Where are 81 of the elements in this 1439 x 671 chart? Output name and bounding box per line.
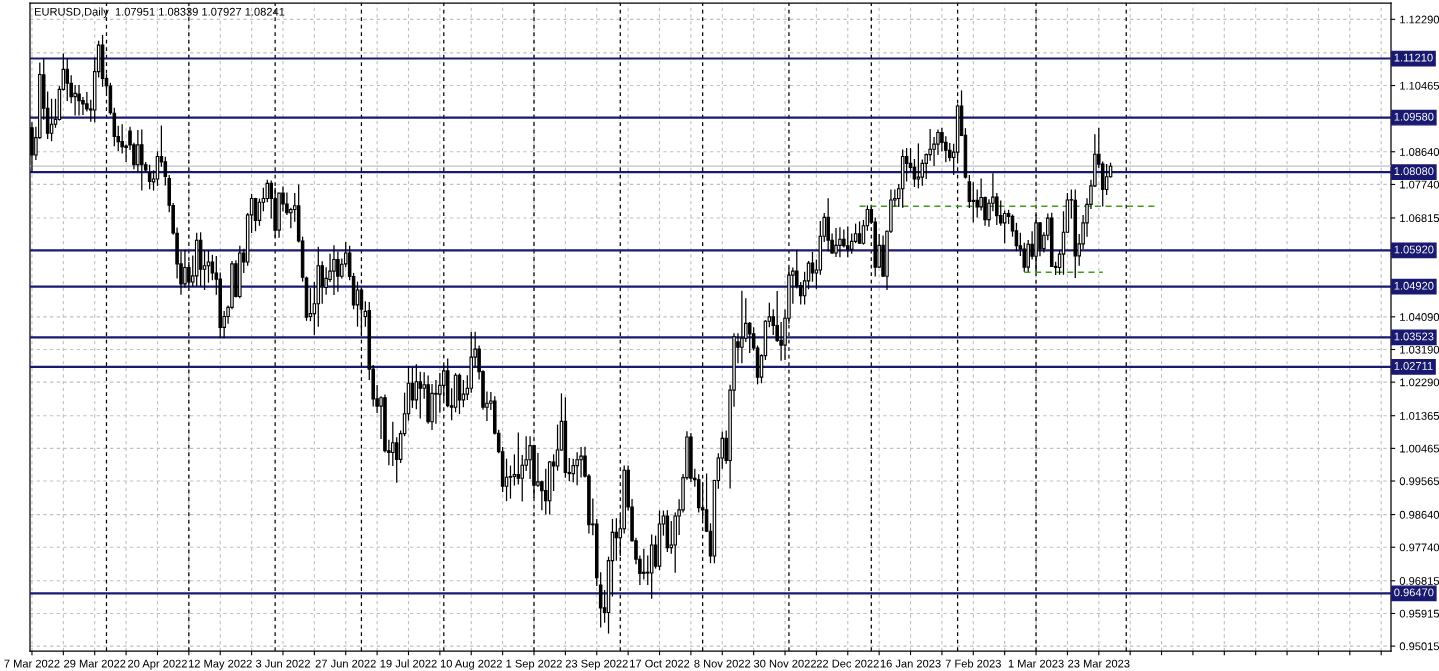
candlestick	[516, 431, 521, 486]
candlestick	[575, 451, 579, 486]
candlestick	[332, 244, 336, 296]
ref-line-label: 0.96470	[1394, 588, 1434, 597]
y-tick-label: 0.97740	[1399, 543, 1439, 552]
candlestick	[418, 371, 423, 420]
candlestick	[740, 290, 744, 364]
x-tick-label: 22 Dec 2022	[816, 659, 879, 668]
chart-title: EURUSD,Daily 1.07951 1.08339 1.07927 1.08241	[34, 7, 285, 18]
candlestick	[65, 57, 70, 102]
y-tick-label: 1.06815	[1400, 214, 1439, 223]
y-tick-label: 0.99565	[1399, 477, 1439, 486]
ref-line-label: 1.04920	[1394, 281, 1434, 290]
candlestick	[394, 436, 399, 484]
candlestick	[140, 128, 144, 192]
candlestick	[136, 129, 140, 173]
y-tick-label: 1.03190	[1400, 345, 1439, 354]
candlestick	[206, 249, 211, 284]
x-tick-label: 19 Jul 2022	[380, 659, 437, 668]
candlestick	[857, 220, 862, 245]
y-tick-label: 0.98640	[1399, 510, 1439, 519]
candlestick	[210, 254, 215, 281]
candlestick	[555, 423, 560, 472]
x-tick-label: 1 Mar 2023	[1008, 659, 1064, 668]
ref-line-label: 1.11210	[1394, 53, 1433, 62]
x-tick-label: 7 Feb 2023	[945, 659, 1001, 668]
candlestick	[967, 174, 972, 209]
candlestick	[1002, 209, 1007, 244]
x-tick-label: 16 Jan 2023	[880, 659, 941, 668]
candlestick	[391, 421, 395, 467]
y-tick-label: 1.10465	[1400, 81, 1439, 90]
ref-line-label: 1.02711	[1394, 361, 1433, 370]
y-tick-label: 1.12290	[1400, 15, 1439, 24]
candlestick	[512, 453, 517, 487]
candlestick	[747, 321, 752, 354]
candlestick	[73, 84, 77, 117]
candlestick	[183, 249, 187, 289]
x-tick-label: 20 Apr 2022	[128, 659, 187, 670]
y-tick-label: 0.95015	[1399, 642, 1439, 651]
y-tick-label: 0.95915	[1399, 609, 1439, 618]
x-tick-label: 30 Nov 2022	[753, 659, 816, 668]
x-tick-label: 27 Jun 2022	[315, 659, 376, 668]
candlestick	[998, 199, 1003, 227]
candlestick	[414, 363, 419, 410]
x-tick-label: 8 Nov 2022	[694, 659, 751, 668]
ref-line-label: 1.08080	[1394, 167, 1434, 176]
candlestick	[642, 548, 646, 581]
candlestick	[508, 464, 513, 500]
candlestick	[928, 128, 932, 162]
x-tick-label: 23 Mar 2023	[1068, 659, 1130, 668]
x-tick-label: 12 May 2022	[188, 659, 252, 670]
x-tick-label: 3 Jun 2022	[255, 659, 310, 668]
candlestick	[916, 142, 921, 190]
x-tick-label: 1 Sep 2022	[506, 659, 562, 670]
ref-line-label: 1.05920	[1394, 245, 1434, 254]
x-tick-label: 29 Mar 2022	[64, 659, 126, 668]
y-tick-label: 1.08640	[1400, 148, 1439, 156]
candlestick	[77, 84, 81, 117]
candlestick	[834, 227, 838, 258]
candlestick	[120, 123, 124, 155]
candlestick	[434, 379, 438, 425]
x-tick-label: 17 Oct 2022	[630, 659, 690, 668]
x-tick-label: 7 Mar 2022	[4, 659, 60, 668]
x-tick-label: 23 Sep 2022	[565, 659, 628, 670]
candlestick	[1104, 163, 1109, 196]
y-tick-label: 1.02290	[1400, 378, 1439, 387]
x-tick-label: 10 Aug 2022	[440, 659, 502, 670]
ref-line-label: 1.09580	[1394, 112, 1434, 121]
candlestick	[838, 226, 842, 258]
y-tick-label: 1.04090	[1400, 313, 1439, 321]
candlestick	[826, 197, 830, 252]
candlestick	[320, 260, 324, 305]
candlestick	[810, 251, 815, 283]
candlestick	[846, 225, 850, 258]
y-tick-label: 0.96815	[1399, 577, 1439, 585]
candlestick	[461, 379, 466, 408]
y-tick-label: 1.01365	[1400, 411, 1439, 420]
ref-line-label: 1.03523	[1394, 332, 1434, 341]
y-tick-label: 1.07740	[1400, 180, 1439, 189]
candlestick	[971, 181, 976, 224]
y-tick-label: 1.00465	[1400, 444, 1439, 453]
